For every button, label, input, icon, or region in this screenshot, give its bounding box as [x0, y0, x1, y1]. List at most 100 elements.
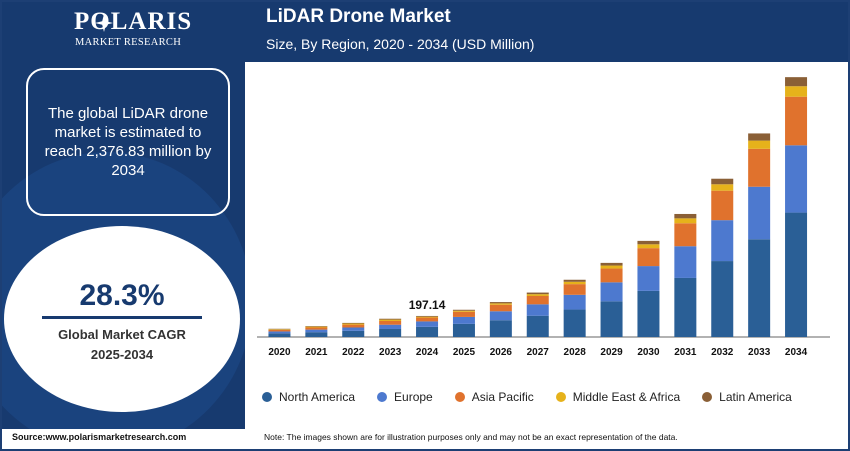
bar-2032-middle-east-africa [711, 184, 734, 191]
bar-2026-middle-east-africa [489, 303, 512, 305]
x-tick-2025: 2025 [453, 347, 476, 358]
bar-2028-latin-america [563, 279, 586, 282]
bar-2023-north-america [379, 328, 402, 337]
bar-2021-latin-america [305, 326, 328, 327]
cagr-label-line2: 2025-2034 [90, 347, 154, 362]
bar-2033-europe [748, 186, 771, 240]
bar-2023-latin-america [379, 318, 402, 320]
bar-2024-europe [416, 321, 439, 327]
legend-swatch-middle-east-africa [555, 392, 566, 402]
legend-item-middle-east-africa: Middle East & Africa [555, 390, 680, 404]
bar-2033-asia-pacific [748, 148, 771, 187]
bar-2029-middle-east-africa [600, 265, 623, 269]
legend-label-north-america: North America [279, 390, 356, 404]
bar-2021-north-america [305, 332, 328, 337]
source-text: Source:www.polarismarketresearch.com [12, 432, 187, 442]
polaris-logo: POLARIS MARKET RESEARCH [18, 6, 218, 54]
bar-2028-north-america [563, 309, 586, 337]
bar-2029-north-america [600, 301, 623, 337]
bar-2020-north-america [268, 333, 291, 337]
footer-bar [2, 429, 848, 449]
legend-swatch-north-america [262, 392, 272, 402]
bar-2025-north-america [452, 323, 475, 337]
x-tick-2027: 2027 [527, 347, 550, 358]
bar-2021-middle-east-africa [305, 326, 328, 328]
bar-2031-europe [674, 246, 697, 278]
bar-2020-latin-america [268, 328, 291, 330]
bar-2034-middle-east-africa [785, 86, 808, 97]
bar-2028-middle-east-africa [563, 281, 586, 285]
bar-2024-north-america [416, 326, 439, 337]
bar-2034-latin-america [785, 77, 808, 87]
bar-2027-asia-pacific [526, 295, 549, 305]
bar-2033-latin-america [748, 133, 771, 141]
bar-2029-asia-pacific [600, 268, 623, 283]
data-label-2024: 197.14 [409, 298, 446, 312]
legend-swatch-europe [377, 392, 388, 402]
star-icon [95, 14, 113, 32]
bar-2023-middle-east-africa [379, 319, 402, 321]
bar-2027-north-america [526, 315, 549, 337]
bar-2021-europe [305, 329, 328, 333]
bar-2027-europe [526, 304, 549, 316]
bar-2022-north-america [342, 330, 365, 337]
bar-2029-europe [600, 282, 623, 302]
bar-2030-asia-pacific [637, 248, 660, 267]
bar-2030-middle-east-africa [637, 244, 660, 249]
bar-2027-middle-east-africa [526, 294, 549, 296]
chart-legend: North America Europe Asia Pacific Middle Ea… [262, 388, 842, 406]
x-tick-2021: 2021 [305, 347, 328, 358]
bar-2029-latin-america [600, 262, 623, 266]
bar-2022-middle-east-africa [342, 323, 365, 325]
bar-2034-europe [785, 145, 808, 213]
disclaimer-note: Note: The images shown are for illustrat… [264, 432, 678, 442]
legend-swatch-latin-america [702, 392, 713, 402]
legend-item-europe: Europe [377, 390, 433, 404]
bar-2032-latin-america [711, 178, 734, 185]
bar-2023-asia-pacific [379, 320, 402, 325]
bar-2031-asia-pacific [674, 223, 697, 247]
bar-2032-europe [711, 220, 734, 262]
bar-2024-latin-america [416, 315, 439, 317]
chart-title: LiDAR Drone Market [266, 6, 451, 27]
x-tick-2032: 2032 [711, 347, 734, 358]
cagr-label: Global Market CAGR 2025-2034 [4, 325, 240, 365]
x-tick-2024: 2024 [416, 347, 439, 358]
cagr-label-line1: Global Market CAGR [58, 327, 186, 342]
bar-2022-asia-pacific [342, 324, 365, 328]
bar-2025-middle-east-africa [452, 310, 475, 312]
bar-2028-europe [563, 294, 586, 310]
summary-text: The global LiDAR drone market is estimat… [44, 105, 212, 179]
x-tick-2023: 2023 [379, 347, 402, 358]
x-tick-2034: 2034 [785, 347, 808, 358]
bar-2031-latin-america [674, 213, 697, 219]
bar-2022-latin-america [342, 322, 365, 324]
bar-2030-latin-america [637, 240, 660, 245]
bar-2020-middle-east-africa [268, 329, 291, 330]
legend-item-north-america: North America [262, 390, 355, 404]
cagr-circle [4, 226, 240, 412]
brand-tagline: MARKET RESEARCH [75, 37, 182, 48]
legend-item-asia-pacific: Asia Pacific [454, 390, 534, 404]
legend-label-latin-america: Latin America [719, 390, 792, 404]
bar-2027-latin-america [526, 292, 549, 295]
bar-2030-europe [637, 266, 660, 291]
stacked-bar-chart: 2020 2021 2022 2023 2024 197.14 2025 2026 2027 20… [257, 77, 830, 358]
bar-2020-europe [268, 331, 291, 334]
cagr-value: 28.3% [79, 279, 165, 312]
bar-2026-asia-pacific [489, 304, 512, 312]
summary-box: The global LiDAR drone market is estimat… [26, 68, 230, 216]
legend-label-asia-pacific: Asia Pacific [471, 390, 534, 404]
legend-swatch-asia-pacific [454, 392, 465, 402]
chart-header [245, 2, 848, 62]
bar-2034-north-america [785, 212, 808, 337]
bar-2024-middle-east-africa [416, 316, 439, 318]
x-tick-2031: 2031 [674, 347, 697, 358]
cagr-divider [42, 316, 202, 319]
bar-2025-asia-pacific [452, 311, 475, 317]
bar-2025-latin-america [452, 309, 475, 311]
bar-2033-north-america [748, 239, 771, 337]
bar-2034-asia-pacific [785, 96, 808, 146]
bar-2031-middle-east-africa [674, 218, 697, 224]
